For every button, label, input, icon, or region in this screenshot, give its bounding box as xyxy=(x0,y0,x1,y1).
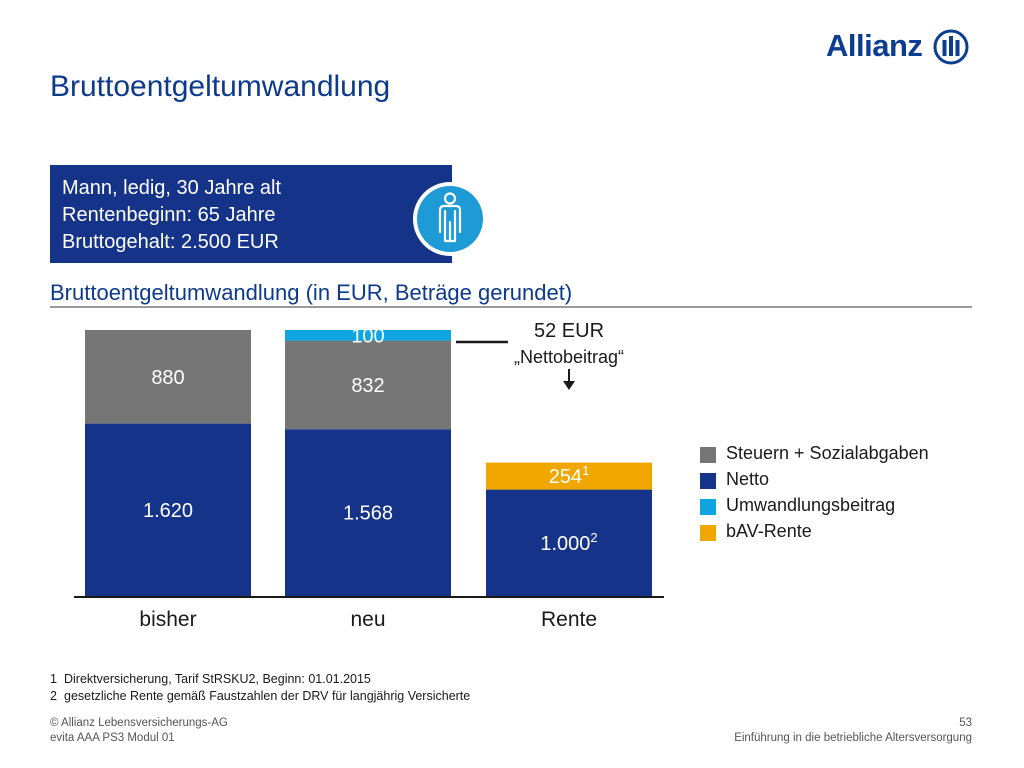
footer-topic: Einführung in die betriebliche Altersver… xyxy=(734,732,972,744)
category-label: bisher xyxy=(139,608,196,631)
footnote: 2 gesetzliche Rente gemäß Faustzahlen der… xyxy=(50,688,470,705)
bar-segment xyxy=(486,489,652,596)
person-icon xyxy=(413,182,487,256)
footnote-text: gesetzliche Rente gemäß Faustzahlen der … xyxy=(64,689,471,703)
data-label: 1.0002 xyxy=(540,530,597,555)
brand-name: Allianz xyxy=(826,28,923,63)
legend-label: Steuern + Sozialabgaben xyxy=(726,443,929,463)
legend-swatch xyxy=(700,447,716,463)
footnote: 1 Direktversicherung, Tarif StRSKU2, Begi… xyxy=(50,671,470,688)
annotation-amount: 52 EUR xyxy=(534,320,604,342)
bar-segment xyxy=(285,340,451,430)
annotation-label: „Nettobeitrag“ xyxy=(514,347,624,367)
data-label: 1.568 xyxy=(343,503,393,525)
page-title: Bruttoentgeltumwandlung xyxy=(50,70,391,103)
annotation-arrow-head xyxy=(563,381,575,390)
legend-label: bAV-Rente xyxy=(726,521,812,541)
footer-module: evita AAA PS3 Modul 01 xyxy=(50,732,175,744)
bar-segment xyxy=(486,462,652,490)
page-number: 53 xyxy=(959,717,972,729)
info-box: Mann, ledig, 30 Jahre alt Rentenbeginn: … xyxy=(50,165,452,263)
legend-label: Netto xyxy=(726,469,770,489)
section-divider xyxy=(50,306,972,308)
category-label: neu xyxy=(350,608,385,631)
info-line-retirement: Rentenbeginn: 65 Jahre xyxy=(62,204,276,226)
footnote-text: Direktversicherung, Tarif StRSKU2, Begin… xyxy=(64,672,371,686)
allianz-eagle-bars-icon xyxy=(933,29,969,65)
data-label: 1.620 xyxy=(143,500,193,522)
section-title: Bruttoentgeltumwandlung (in EUR, Beträge… xyxy=(50,280,573,305)
data-label: 832 xyxy=(351,375,384,397)
footnote-superscript: 1 xyxy=(582,463,589,478)
footnote-number: 1 xyxy=(50,672,57,686)
footnote-superscript: 2 xyxy=(590,530,597,545)
footnote-number: 2 xyxy=(50,689,57,703)
allianz-logo: Allianz xyxy=(826,28,976,68)
footer-right: 53 Einführung in die betriebliche Alters… xyxy=(734,716,972,746)
data-label: 880 xyxy=(151,367,184,389)
bar-segment xyxy=(285,429,451,596)
legend-label: Umwandlungsbeitrag xyxy=(726,495,896,515)
bar-segment xyxy=(285,330,451,341)
legend-swatch xyxy=(700,499,716,515)
bar-segment xyxy=(85,423,251,596)
legend-swatch xyxy=(700,473,716,489)
bar-segment xyxy=(85,330,251,424)
footnotes: 1 Direktversicherung, Tarif StRSKU2, Begi… xyxy=(50,671,470,705)
category-label: Rente xyxy=(541,608,597,631)
info-line-person: Mann, ledig, 30 Jahre alt xyxy=(62,177,282,199)
data-label: 100 xyxy=(351,325,384,347)
legend-swatch xyxy=(700,525,716,541)
footer-left: © Allianz Lebensversicherungs-AG evita A… xyxy=(50,716,228,746)
info-line-salary: Bruttogehalt: 2.500 EUR xyxy=(62,231,279,253)
footer-copyright: © Allianz Lebensversicherungs-AG xyxy=(50,717,228,729)
